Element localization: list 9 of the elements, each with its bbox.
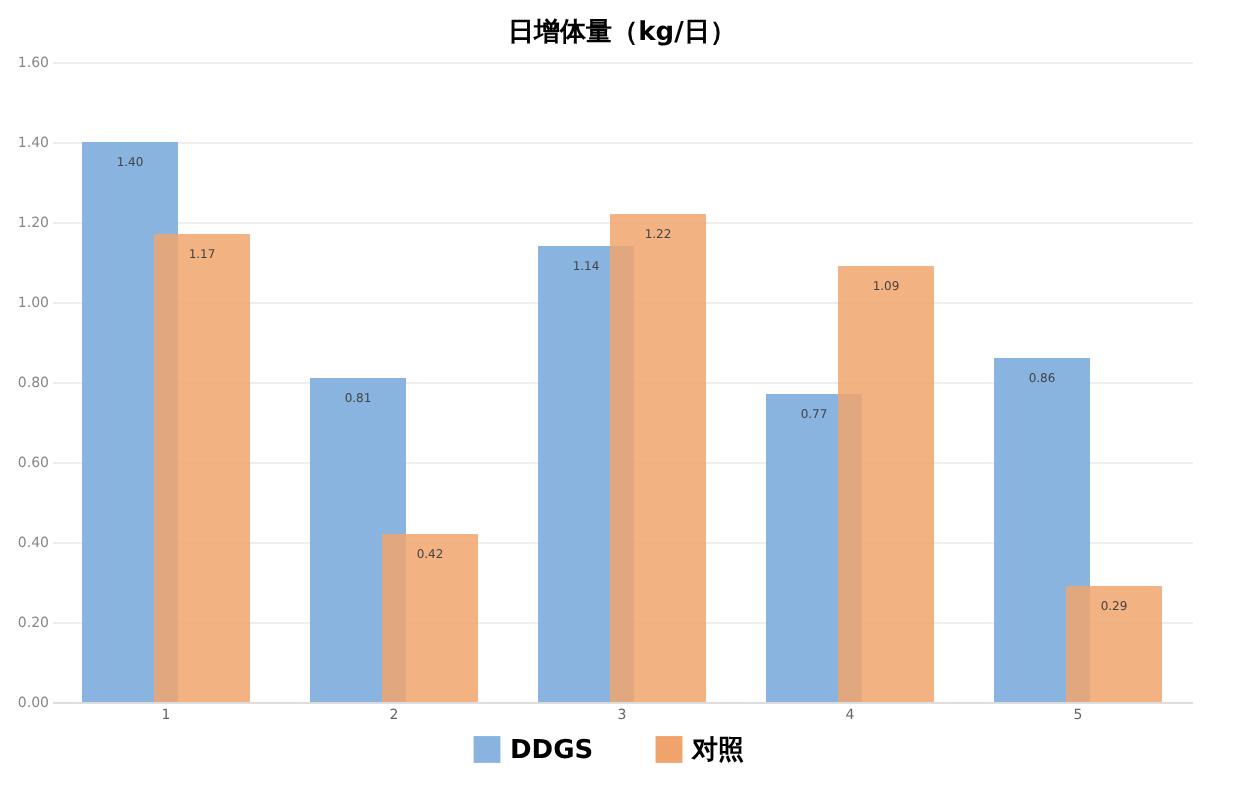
bar [154, 234, 250, 702]
legend-label: 对照 [690, 735, 744, 766]
bar [994, 358, 1090, 702]
legend-label: DDGS [510, 735, 594, 766]
bar [382, 534, 478, 702]
chart-title: 日增体量（kg/日） [508, 18, 736, 48]
bar [1066, 586, 1162, 702]
bar [838, 266, 934, 702]
bar [610, 214, 706, 702]
